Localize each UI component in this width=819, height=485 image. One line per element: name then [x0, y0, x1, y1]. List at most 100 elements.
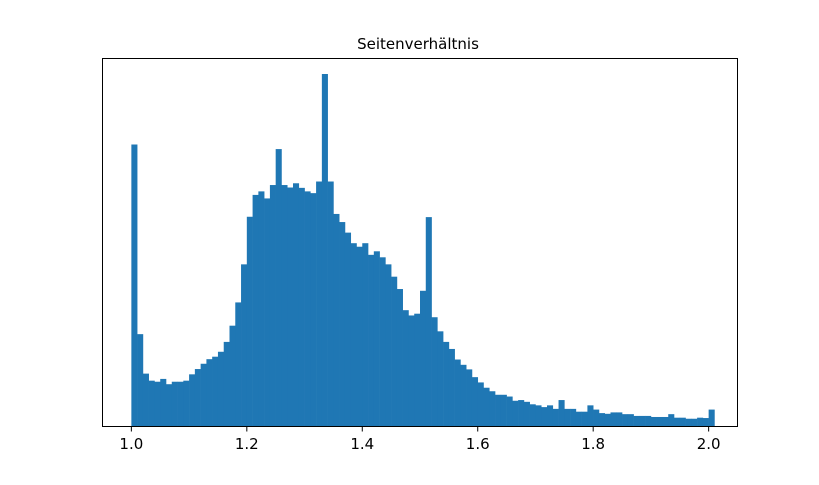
histogram-bar [171, 381, 178, 427]
histogram-bar [639, 415, 646, 427]
histogram-bar [645, 415, 652, 427]
histogram-bar [339, 222, 346, 427]
histogram-bar [656, 416, 663, 427]
chart-title: Seitenverhältnis [357, 35, 479, 53]
histogram-bar [391, 276, 398, 427]
histogram-bar [598, 413, 606, 427]
histogram-bar [593, 409, 600, 427]
histogram-bar [552, 408, 559, 427]
histogram-bar [321, 74, 328, 427]
histogram-bar [495, 394, 502, 427]
histogram-bar [362, 243, 369, 427]
histogram-bar [189, 374, 196, 427]
histogram-bar [668, 414, 675, 427]
histogram-bars [131, 74, 715, 427]
histogram-bar [246, 216, 253, 427]
histogram-bar [512, 400, 519, 427]
x-tick-label: 1.4 [350, 435, 374, 453]
histogram-bar [460, 364, 467, 427]
x-tick-label: 2.0 [697, 435, 721, 453]
histogram-bar [477, 382, 484, 427]
histogram-bar [604, 413, 611, 427]
histogram-bar [662, 416, 669, 427]
histogram-bar [148, 380, 155, 427]
histogram-bar [160, 378, 167, 427]
histogram-bar [500, 394, 507, 427]
histogram-bar [252, 194, 259, 427]
histogram-bar [425, 217, 432, 427]
histogram-bar [241, 264, 248, 427]
histogram-bar [350, 243, 357, 427]
histogram-bar [702, 418, 709, 427]
histogram-bar [356, 246, 363, 427]
histogram-bar [627, 414, 634, 427]
histogram-bar [183, 380, 190, 427]
histogram-bar [506, 396, 513, 427]
histogram-bar [489, 391, 496, 427]
histogram-bar [200, 363, 207, 427]
histogram-bar [264, 198, 271, 427]
histogram-bar [547, 405, 554, 427]
histogram-bar [310, 193, 317, 427]
histogram-bar [258, 191, 265, 427]
histogram-bar [650, 416, 657, 427]
histogram-bar [691, 418, 698, 427]
histogram-bar [587, 405, 594, 427]
histogram-bar [708, 409, 715, 427]
plot-frame [102, 58, 738, 427]
histogram-bar [131, 144, 138, 427]
x-tick-label: 1.0 [119, 435, 143, 453]
histogram-bar [437, 331, 444, 427]
histogram-bar [206, 359, 213, 427]
histogram-bar [304, 191, 311, 427]
histogram-bar [333, 213, 340, 427]
histogram-bar [194, 369, 201, 427]
histogram-bar [287, 187, 294, 427]
histogram-bar [327, 181, 334, 427]
histogram-bar [229, 325, 236, 427]
histogram-bar [529, 404, 536, 427]
histogram-bar [581, 411, 588, 427]
histogram-bar [575, 411, 582, 427]
x-tick-label: 1.6 [466, 435, 490, 453]
histogram-bar [385, 264, 392, 427]
x-axis-ticks: 1.0 1.2 1.4 1.6 1.8 2.0 [119, 426, 721, 453]
histogram-bar [466, 369, 473, 427]
x-tick-label: 1.2 [235, 435, 259, 453]
histogram-bar [142, 373, 149, 427]
histogram-bar [622, 414, 629, 427]
histogram-bar [269, 185, 276, 427]
histogram-bar [518, 400, 525, 427]
histogram-bar [558, 400, 565, 427]
histogram-bar [674, 417, 681, 427]
histogram-bar [633, 415, 640, 427]
histogram-bar [379, 257, 386, 427]
histogram-bar [368, 254, 375, 427]
histogram-bar [564, 408, 571, 427]
histogram-bar [217, 351, 225, 427]
histogram-bar [275, 149, 282, 427]
histogram-bar [281, 185, 288, 427]
histogram-bar [166, 384, 173, 427]
histogram-bar [616, 412, 623, 427]
histogram-bar [154, 381, 161, 427]
histogram-bar [223, 341, 230, 427]
histogram-bar [535, 405, 542, 427]
histogram-bar [373, 251, 380, 427]
histogram-bar [570, 408, 577, 427]
histogram-bar [679, 417, 686, 427]
histogram-bar [235, 302, 242, 427]
x-tick-label: 1.8 [581, 435, 605, 453]
histogram-bar [443, 341, 450, 427]
histogram-bar [177, 381, 184, 427]
histogram-bar [408, 315, 415, 427]
histogram-bar [685, 418, 692, 427]
histogram-bar [523, 401, 530, 427]
histogram-bar [298, 187, 305, 427]
histogram-bar [402, 310, 409, 427]
histogram-bar [541, 407, 548, 427]
histogram-bar [396, 289, 403, 427]
histogram-bar [316, 181, 323, 427]
